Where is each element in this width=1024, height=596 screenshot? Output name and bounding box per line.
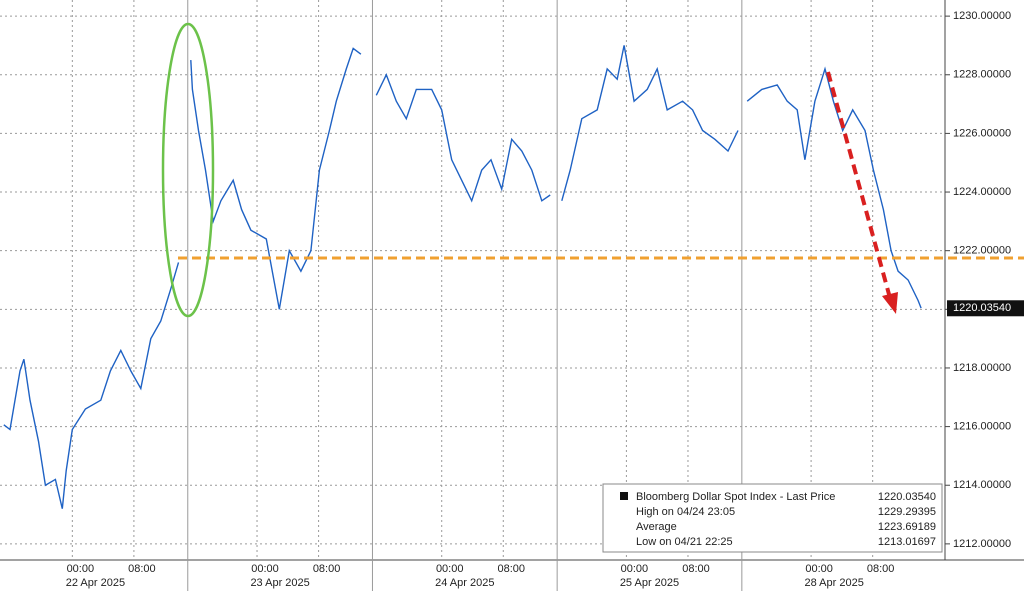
legend-label: Average — [636, 521, 677, 533]
x-tick-label: 00:00 — [621, 563, 649, 575]
legend-value: 1229.29395 — [878, 506, 936, 518]
x-tick-label: 08:00 — [498, 563, 526, 575]
x-tick-label: 00:00 — [251, 563, 279, 575]
legend-label: Bloomberg Dollar Spot Index - Last Price — [636, 491, 835, 503]
y-tick-label: 1228.00000 — [953, 69, 1011, 81]
y-tick-label: 1214.00000 — [953, 479, 1011, 491]
last-price-tag — [947, 300, 1024, 317]
legend-label: Low on 04/21 22:25 — [636, 536, 733, 548]
legend-label: High on 04/24 23:05 — [636, 506, 735, 518]
highlight-ellipse — [161, 22, 215, 318]
date-label: 22 Apr 2025 — [66, 577, 125, 589]
x-tick-label: 08:00 — [682, 563, 710, 575]
date-label: 24 Apr 2025 — [435, 577, 494, 589]
x-tick-label: 08:00 — [867, 563, 895, 575]
legend-value: 1220.03540 — [878, 491, 936, 503]
date-label: 25 Apr 2025 — [620, 577, 679, 589]
date-label: 23 Apr 2025 — [250, 577, 309, 589]
trend-arrow — [826, 71, 892, 299]
y-tick-label: 1216.00000 — [953, 421, 1011, 433]
legend-swatch — [620, 492, 628, 500]
y-tick-label: 1230.00000 — [953, 10, 1011, 22]
x-tick-label: 08:00 — [128, 563, 156, 575]
arrow-head — [882, 292, 898, 314]
y-tick-label: 1222.00000 — [953, 245, 1011, 257]
x-tick-label: 00:00 — [805, 563, 833, 575]
y-tick-label: 1224.00000 — [953, 186, 1011, 198]
x-tick-label: 00:00 — [67, 563, 95, 575]
legend: Bloomberg Dollar Spot Index - Last Price… — [602, 483, 943, 553]
price-line — [3, 45, 922, 509]
date-label: 28 Apr 2025 — [805, 577, 864, 589]
y-tick-label: 1212.00000 — [953, 538, 1011, 550]
last-price-label: 1220.03540 — [953, 302, 1011, 314]
x-tick-label: 00:00 — [436, 563, 464, 575]
legend-value: 1213.01697 — [878, 536, 936, 548]
legend-value: 1223.69189 — [878, 521, 936, 533]
legend-box — [602, 483, 943, 553]
y-tick-label: 1226.00000 — [953, 127, 1011, 139]
y-tick-label: 1218.00000 — [953, 362, 1011, 374]
x-tick-label: 08:00 — [313, 563, 341, 575]
